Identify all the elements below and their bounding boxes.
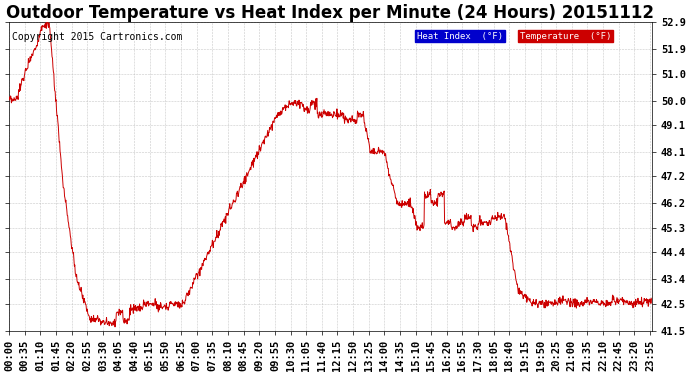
Text: Copyright 2015 Cartronics.com: Copyright 2015 Cartronics.com [12,32,183,42]
Text: Temperature  (°F): Temperature (°F) [520,32,611,40]
Text: Heat Index  (°F): Heat Index (°F) [417,32,503,40]
Title: Outdoor Temperature vs Heat Index per Minute (24 Hours) 20151112: Outdoor Temperature vs Heat Index per Mi… [6,4,655,22]
